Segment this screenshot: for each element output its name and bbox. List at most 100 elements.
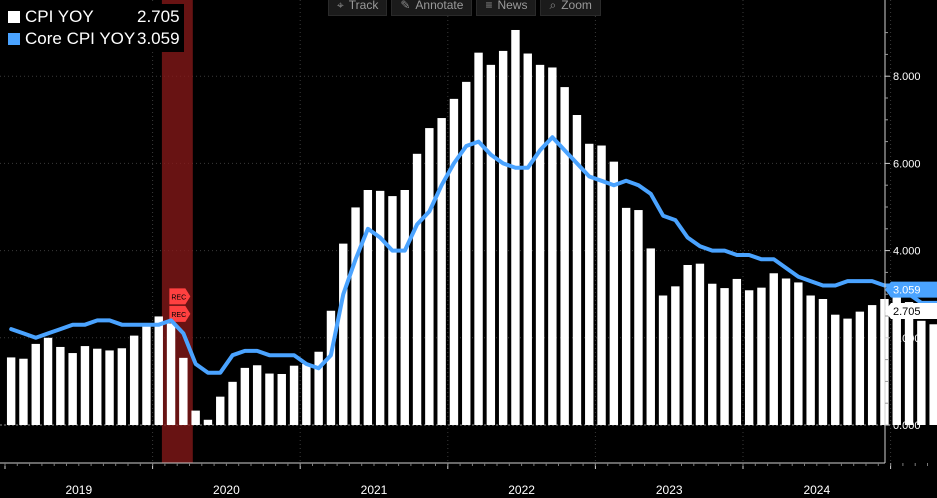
legend-value-core-cpi: 3.059	[137, 29, 180, 48]
legend-item-core-cpi[interactable]: Core CPI YOY 3.059	[8, 28, 180, 50]
last-value-tag: 2.705	[885, 303, 937, 320]
cpi-bar	[535, 64, 545, 425]
cpi-bar	[806, 295, 815, 425]
legend-name-core-cpi: Core CPI YOY	[25, 29, 136, 48]
cpi-bar	[867, 305, 877, 425]
last-value-tag: 3.059	[885, 281, 937, 298]
cpi-bar	[265, 373, 274, 425]
cpi-bar	[412, 153, 422, 426]
x-tick-label: 2020	[213, 483, 240, 497]
x-tick-label: 2024	[803, 483, 830, 497]
cpi-bar	[117, 348, 127, 425]
cpi-bar	[855, 311, 865, 425]
cpi-bar	[658, 295, 668, 425]
pencil-icon: ✎	[400, 0, 411, 12]
recession-marker: REC	[169, 288, 191, 305]
legend-item-cpi[interactable]: CPI YOY 2.705	[8, 6, 180, 28]
cpi-bar	[843, 318, 852, 425]
cpi-bar	[646, 248, 655, 425]
last-value-tag-bg	[885, 281, 937, 298]
cpi-bar	[818, 298, 828, 425]
cpi-bar	[831, 314, 840, 425]
crosshair-icon: ⌖	[337, 0, 344, 12]
cpi-bar	[277, 373, 286, 425]
news-button[interactable]: ≡ News	[476, 0, 537, 16]
cpi-bar	[154, 316, 163, 425]
cpi-bar	[105, 350, 114, 425]
cpi-bar	[794, 282, 803, 425]
zoom-button[interactable]: ⌕ Zoom	[540, 0, 601, 16]
cpi-bar	[363, 189, 373, 425]
cpi-bar	[166, 323, 176, 425]
cpi-bar	[732, 278, 742, 425]
cpi-bar	[917, 320, 926, 425]
cpi-bar	[609, 161, 619, 425]
cpi-bar	[228, 381, 237, 425]
last-value-tags: 3.059 2.705	[885, 281, 937, 320]
track-button[interactable]: ⌖ Track	[328, 0, 388, 16]
cpi-bar	[68, 353, 77, 425]
cpi-bar	[621, 207, 631, 425]
last-value-tag-label: 3.059	[893, 285, 921, 297]
cpi-bar	[179, 357, 188, 425]
cpi-bar	[449, 98, 459, 425]
cpi-bar	[216, 396, 225, 425]
cpi-bar	[769, 273, 778, 425]
cpi-bar	[523, 53, 532, 425]
track-label: Track	[348, 0, 379, 12]
cpi-bar	[695, 263, 705, 425]
cpi-bar	[80, 346, 90, 425]
cpi-bar	[400, 189, 409, 425]
x-tick-label: 2023	[656, 483, 683, 497]
cpi-bar	[892, 294, 901, 425]
news-label: News	[497, 0, 528, 12]
cpi-bar	[474, 52, 483, 425]
legend: CPI YOY 2.705 Core CPI YOY 3.059	[6, 4, 184, 52]
legend-swatch-cpi	[8, 11, 20, 23]
cpi-bar	[314, 351, 323, 425]
cpi-bar	[129, 335, 139, 425]
cpi-bar	[339, 243, 348, 425]
cpi-bar	[720, 288, 729, 425]
cpi-bar	[302, 363, 311, 425]
cpi-bar	[634, 210, 643, 425]
x-tick-label: 2019	[65, 483, 92, 497]
cpi-bar	[548, 67, 557, 425]
cpi-bar	[437, 118, 446, 425]
y-tick-label: 2.000	[893, 333, 921, 345]
cpi-bar	[56, 346, 65, 425]
x-tick-label: 2021	[361, 483, 388, 497]
cpi-bar	[351, 207, 360, 425]
cpi-bar	[671, 286, 680, 425]
legend-swatch-core-cpi	[8, 33, 20, 45]
annotate-button[interactable]: ✎ Annotate	[391, 0, 473, 16]
recession-shading	[161, 0, 193, 463]
cpi-bar	[757, 287, 766, 425]
last-value-tag-bg	[885, 303, 937, 320]
cpi-bar	[142, 325, 151, 425]
cpi-bar	[781, 278, 791, 425]
zoom-label: Zoom	[561, 0, 592, 12]
recession-marker-label: REC	[171, 294, 186, 301]
cpi-bar	[904, 302, 914, 425]
cpi-bar	[43, 337, 53, 425]
cpi-bar	[191, 410, 200, 425]
cpi-bar	[326, 310, 336, 425]
cpi-bar	[203, 419, 213, 425]
cpi-bar	[683, 264, 692, 425]
cpi-bar	[31, 343, 40, 425]
cpi-bar	[708, 283, 717, 425]
x-tick-label: 2022	[508, 483, 535, 497]
y-tick-label: 0.000	[893, 420, 921, 432]
last-value-tag-label: 2.705	[893, 306, 921, 318]
y-tick-label: 4.000	[893, 246, 921, 258]
cpi-bar	[6, 357, 16, 425]
cpi-bar	[19, 358, 28, 425]
cpi-bar	[289, 365, 299, 425]
y-tick-label: 6.000	[893, 158, 921, 170]
cpi-bar	[388, 196, 397, 425]
core-cpi-line	[9, 135, 937, 375]
cpi-bar	[252, 365, 262, 425]
